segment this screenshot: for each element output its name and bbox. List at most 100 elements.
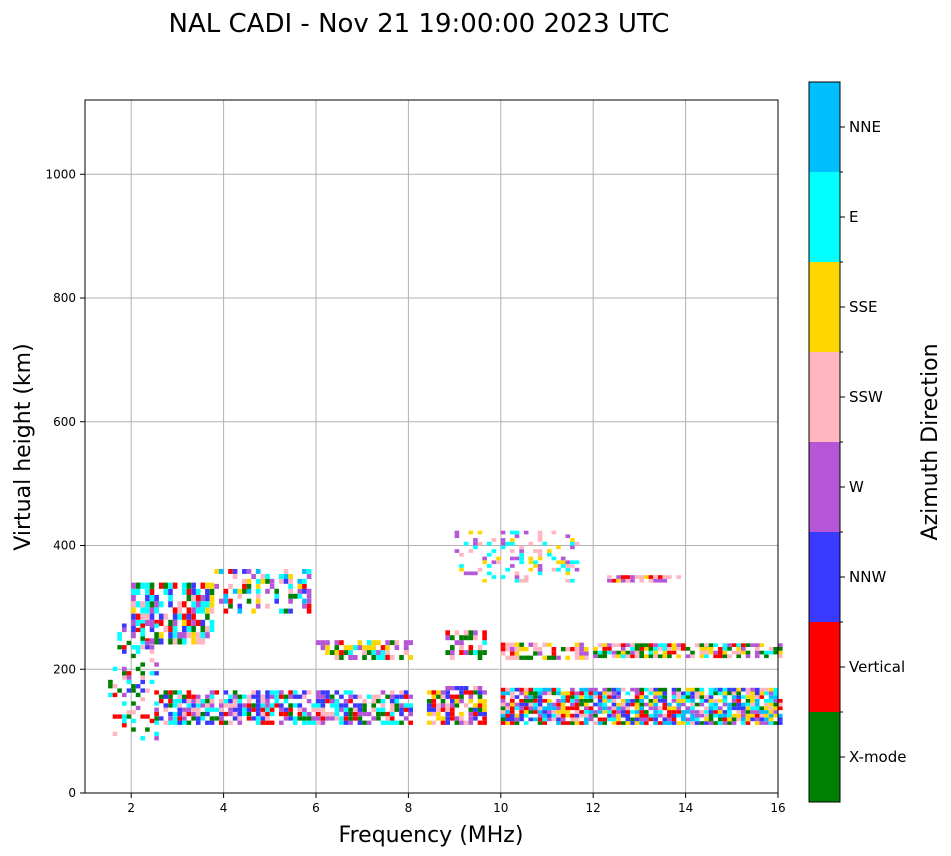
echo-mark	[657, 710, 663, 714]
echo-mark	[537, 571, 543, 576]
echo-mark	[653, 654, 658, 659]
echo-mark	[616, 721, 621, 725]
echo-mark	[302, 578, 307, 584]
echo-mark	[242, 588, 247, 594]
echo-mark	[588, 713, 594, 718]
echo-mark	[690, 699, 695, 703]
echo-mark	[269, 694, 275, 699]
echo-mark	[172, 716, 178, 721]
echo-mark	[690, 717, 695, 722]
echo-mark	[533, 564, 538, 568]
echo-mark	[339, 640, 344, 646]
echo-mark	[754, 647, 760, 651]
echo-mark	[722, 710, 728, 714]
echo-mark	[274, 588, 279, 594]
echo-mark	[260, 720, 266, 725]
echo-mark	[237, 588, 243, 594]
echo-mark	[547, 655, 552, 660]
echo-mark	[533, 695, 538, 699]
echo-mark	[741, 702, 746, 707]
echo-mark	[182, 694, 187, 699]
echo-mark	[537, 556, 543, 561]
echo-mark	[329, 716, 335, 721]
echo-mark	[528, 556, 534, 561]
echo-mark	[542, 721, 547, 725]
echo-mark	[574, 642, 580, 647]
echo-mark	[602, 687, 607, 692]
echo-mark	[348, 655, 353, 660]
echo-mark	[648, 699, 654, 703]
echo-mark	[745, 713, 751, 718]
echo-mark	[528, 687, 534, 692]
echo-mark	[297, 716, 303, 721]
echo-mark	[773, 706, 778, 711]
colorbar-segment	[809, 712, 840, 802]
echo-mark	[676, 691, 681, 696]
echo-mark	[228, 707, 233, 712]
echo-mark	[445, 686, 450, 691]
echo-mark	[657, 643, 663, 647]
echo-mark	[533, 702, 538, 707]
echo-mark	[214, 707, 219, 712]
echo-mark	[500, 706, 506, 711]
echo-mark	[237, 593, 243, 599]
echo-mark	[607, 578, 612, 583]
echo-mark	[528, 541, 534, 546]
echo-mark	[514, 575, 520, 579]
echo-mark	[366, 694, 372, 699]
echo-mark	[510, 564, 515, 568]
echo-mark	[694, 691, 700, 696]
echo-mark	[764, 710, 769, 714]
echo-mark	[214, 583, 219, 589]
echo-mark	[477, 650, 483, 655]
echo-mark	[634, 650, 640, 655]
echo-mark	[584, 647, 589, 652]
echo-mark	[597, 702, 603, 707]
echo-mark	[135, 582, 141, 589]
echo-mark	[565, 567, 571, 572]
echo-mark	[122, 671, 127, 676]
echo-mark	[468, 711, 474, 717]
echo-mark	[269, 578, 275, 584]
echo-mark	[306, 608, 312, 614]
echo-mark	[454, 699, 460, 704]
echo-mark	[778, 647, 783, 651]
echo-mark	[620, 575, 626, 579]
echo-mark	[348, 711, 353, 717]
echo-mark	[519, 560, 524, 565]
echo-mark	[445, 630, 450, 636]
echo-mark	[219, 569, 224, 574]
echo-mark	[154, 701, 159, 706]
echo-mark	[662, 702, 668, 707]
echo-mark	[620, 643, 626, 647]
echo-mark	[537, 564, 543, 568]
echo-mark	[593, 654, 598, 659]
echo-mark	[135, 649, 141, 654]
echo-mark	[579, 702, 584, 707]
echo-mark	[713, 713, 718, 718]
echo-mark	[570, 578, 575, 583]
echo-mark	[662, 691, 668, 696]
echo-mark	[334, 645, 340, 651]
echo-mark	[634, 647, 640, 651]
echo-mark	[246, 699, 252, 704]
echo-mark	[570, 713, 575, 718]
echo-mark	[630, 717, 635, 722]
echo-series	[108, 623, 159, 741]
echo-mark	[528, 560, 534, 565]
echo-mark	[477, 567, 483, 572]
echo-mark	[209, 699, 215, 704]
echo-mark	[648, 647, 654, 651]
echo-mark	[145, 640, 150, 646]
echo-mark	[551, 702, 557, 707]
echo-mark	[232, 707, 238, 712]
echo-mark	[459, 552, 464, 557]
echo-mark	[722, 647, 728, 651]
echo-mark	[773, 691, 778, 696]
echo-mark	[265, 578, 270, 584]
echo-mark	[482, 711, 487, 717]
echo-mark	[681, 695, 686, 699]
echo-mark	[463, 720, 469, 725]
echo-mark	[316, 716, 321, 721]
echo-mark	[560, 556, 566, 561]
